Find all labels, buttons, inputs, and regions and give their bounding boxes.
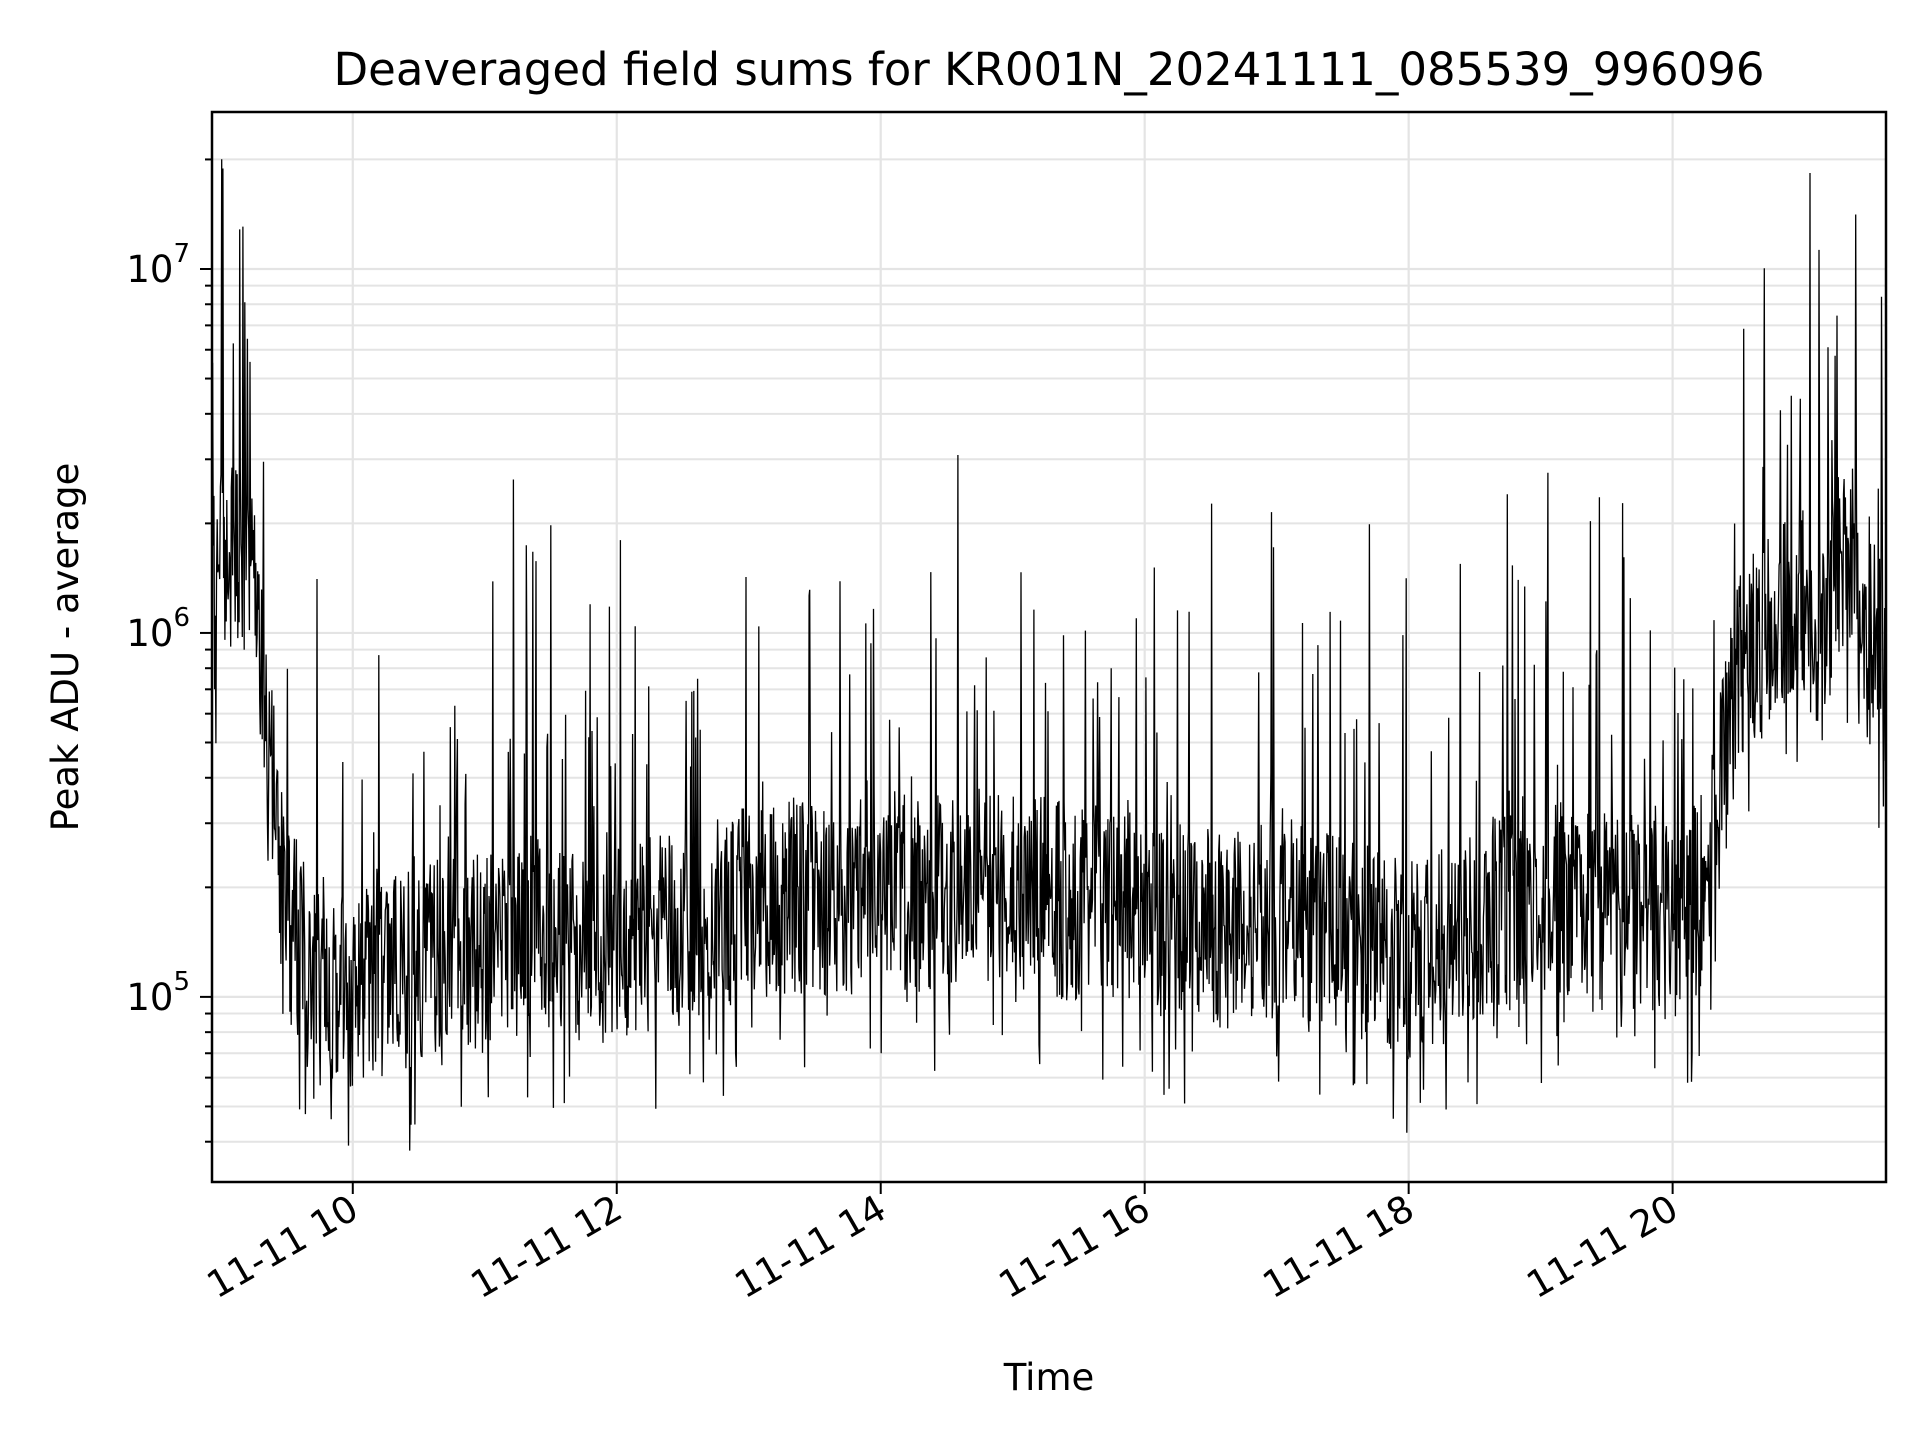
y-tick-label-exponent: 5 <box>173 967 190 997</box>
x-axis-label: Time <box>1003 1356 1095 1399</box>
y-tick-label: 106 <box>126 603 190 655</box>
y-tick-label-base: 10 <box>126 976 173 1019</box>
y-axis-label: Peak ADU - average <box>44 463 87 832</box>
y-tick-label-exponent: 6 <box>173 603 190 633</box>
y-tick-label-exponent: 7 <box>173 239 190 269</box>
series-line <box>211 159 1887 1151</box>
chart-title: Deaveraged field sums for KR001N_2024111… <box>334 43 1765 96</box>
plot-frame <box>210 110 1888 1184</box>
y-tick-label: 107 <box>126 239 190 291</box>
y-tick-label: 105 <box>126 967 190 1019</box>
data-series <box>211 159 1887 1151</box>
y-tick-label-base: 10 <box>126 612 173 655</box>
y-tick-label-base: 10 <box>126 248 173 291</box>
minor-gridlines <box>212 158 1886 1143</box>
